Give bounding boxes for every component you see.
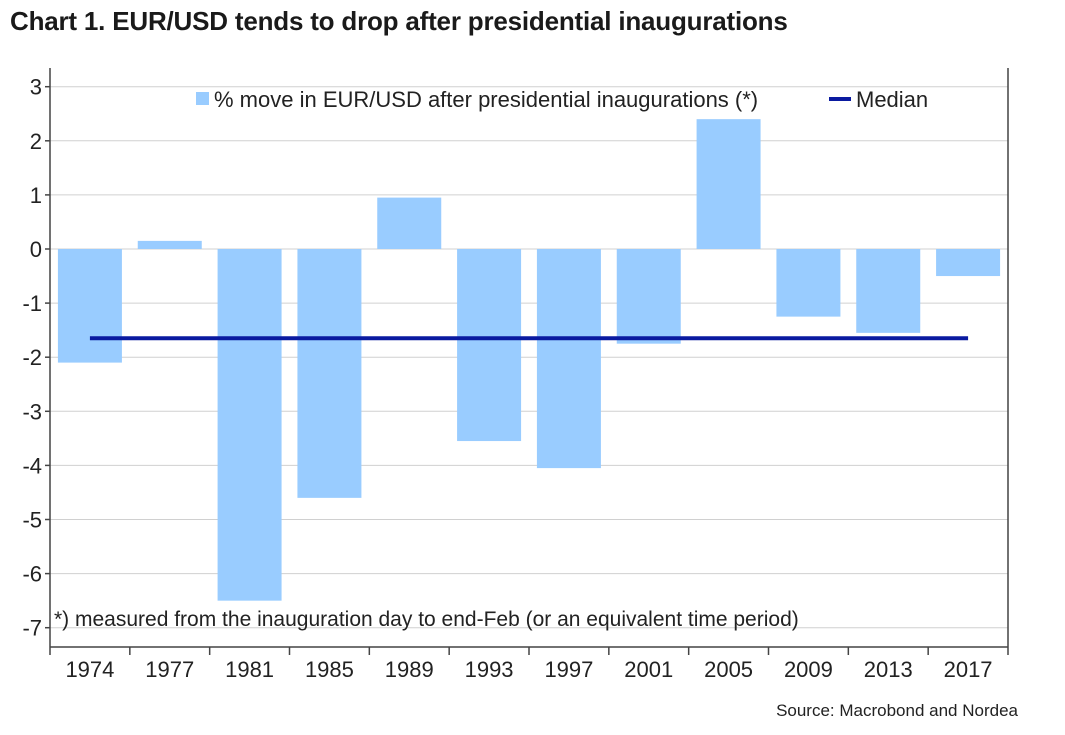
x-tick-label: 1985 [305,657,354,682]
legend-median-label: Median [856,87,928,112]
x-tick-label: 1989 [385,657,434,682]
legend-bar-swatch [196,92,209,105]
x-tick-label: 2009 [784,657,833,682]
bar-1989 [377,197,442,249]
y-tick-label: 2 [30,129,42,154]
y-tick-label: -3 [22,399,42,424]
x-tick-label: 1977 [145,657,194,682]
bar-series [57,119,1001,601]
gridlines [50,86,1008,629]
legend: % move in EUR/USD after presidential ina… [196,87,928,112]
bar-1993 [457,249,522,442]
bar-2005 [696,119,761,249]
y-tick-label: -4 [22,453,42,478]
y-tick-label: -5 [22,508,42,533]
chart-title: Chart 1. EUR/USD tends to drop after pre… [10,6,788,36]
x-tick-label: 1993 [465,657,514,682]
y-tick-label: 1 [30,183,42,208]
x-tick-label: 2001 [624,657,673,682]
axes: 3 2 1 0 -1 -2 -3 -4 -5 -6 -7 1974 1977 1981 1985 1989 19… [22,68,1009,682]
x-tick-label: 2005 [704,657,753,682]
bar-1997 [536,249,601,469]
bar-1981 [217,249,282,601]
y-tick-label: -7 [22,616,42,641]
bar-1977 [137,240,202,249]
x-tick-label: 1997 [544,657,593,682]
y-tick-label: 3 [30,75,42,100]
bar-1974 [57,249,122,363]
bar-1985 [297,249,362,498]
bar-2013 [856,249,921,333]
legend-bar-label: % move in EUR/USD after presidential ina… [214,87,758,112]
bar-2001 [616,249,681,344]
x-tick-label: 1981 [225,657,274,682]
y-tick-label: -2 [22,345,42,370]
x-tick-label: 1974 [65,657,114,682]
footnote-text: *) measured from the inauguration day to… [54,608,799,631]
y-tick-label: -1 [22,291,42,316]
y-tick-label: -6 [22,562,42,587]
x-tick-label: 2017 [944,657,993,682]
y-tick-label: 0 [30,237,42,262]
x-tick-label: 2013 [864,657,913,682]
source-text: Source: Macrobond and Nordea [776,701,1018,720]
bar-2017 [936,249,1001,277]
bar-2009 [776,249,841,317]
